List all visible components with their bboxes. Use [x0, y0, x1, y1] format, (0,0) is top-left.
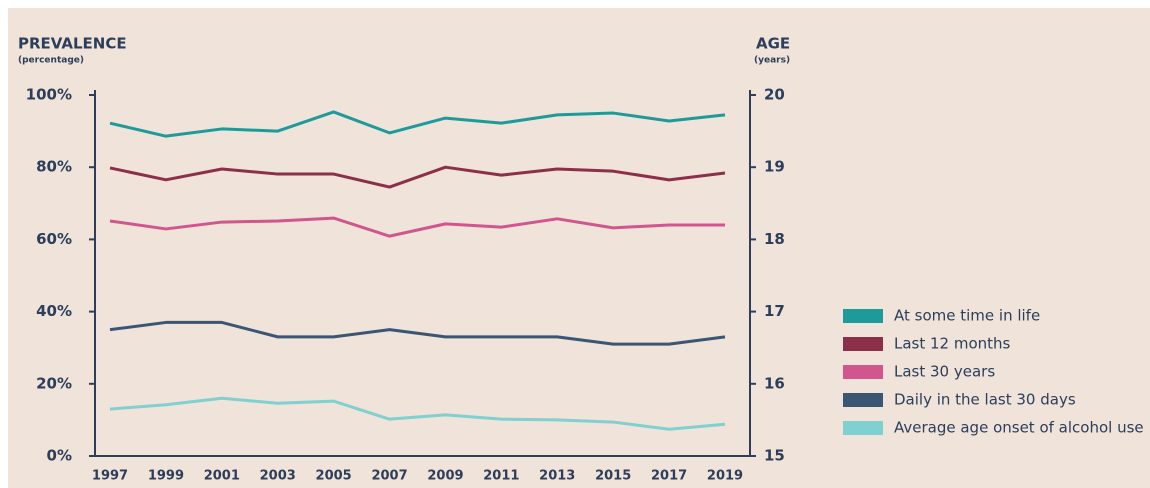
- y-tick-label: 100%: [26, 86, 72, 104]
- legend-label: Last 30 years: [894, 363, 995, 381]
- legend-label: Daily in the last 30 days: [894, 391, 1076, 409]
- y2-tick-label: 19: [764, 158, 785, 176]
- x-tick-label: 2015: [595, 469, 631, 484]
- y-tick-label: 80%: [36, 158, 72, 176]
- x-tick-label: 2005: [316, 469, 352, 484]
- legend-swatch: [843, 337, 883, 351]
- x-tick-label: 2019: [707, 469, 743, 484]
- y2-tick-label: 16: [764, 374, 785, 392]
- x-tick-label: 2013: [539, 469, 575, 484]
- x-tick-label: 2017: [651, 469, 687, 484]
- y2-tick-label: 17: [764, 302, 785, 320]
- x-tick-label: 2001: [204, 469, 240, 484]
- y-tick-label: 40%: [36, 302, 72, 320]
- x-tick-label: 1999: [148, 469, 184, 484]
- y2-tick-label: 18: [764, 230, 785, 248]
- y-subtitle: (percentage): [18, 56, 84, 66]
- y2-title: AGE: [756, 35, 790, 53]
- legend-label: At some time in life: [894, 307, 1040, 325]
- legend-swatch: [843, 393, 883, 407]
- y-tick-label: 20%: [36, 374, 72, 392]
- background: [8, 8, 1150, 488]
- y-title: PREVALENCE: [18, 35, 127, 53]
- y-tick-label: 60%: [36, 230, 72, 248]
- x-tick-label: 2009: [427, 469, 463, 484]
- x-tick-label: 2007: [371, 469, 407, 484]
- x-tick-label: 1997: [92, 469, 128, 484]
- legend-swatch: [843, 365, 883, 379]
- x-tick-label: 2011: [483, 469, 519, 484]
- legend-label: Average age onset of alcohol use: [894, 419, 1144, 437]
- y2-tick-label: 20: [764, 86, 785, 104]
- legend-swatch: [843, 421, 883, 435]
- page: PREVALENCE (percentage) AGE (years) 0% 20…: [0, 0, 1150, 488]
- x-tick-label: 2003: [260, 469, 296, 484]
- legend-swatch: [843, 309, 883, 323]
- y2-subtitle: (years): [754, 56, 790, 66]
- y2-tick-label: 15: [764, 447, 785, 465]
- y-tick-label: 0%: [47, 447, 72, 465]
- chart: PREVALENCE (percentage) AGE (years) 0% 20…: [0, 0, 1150, 488]
- legend-label: Last 12 months: [894, 335, 1011, 353]
